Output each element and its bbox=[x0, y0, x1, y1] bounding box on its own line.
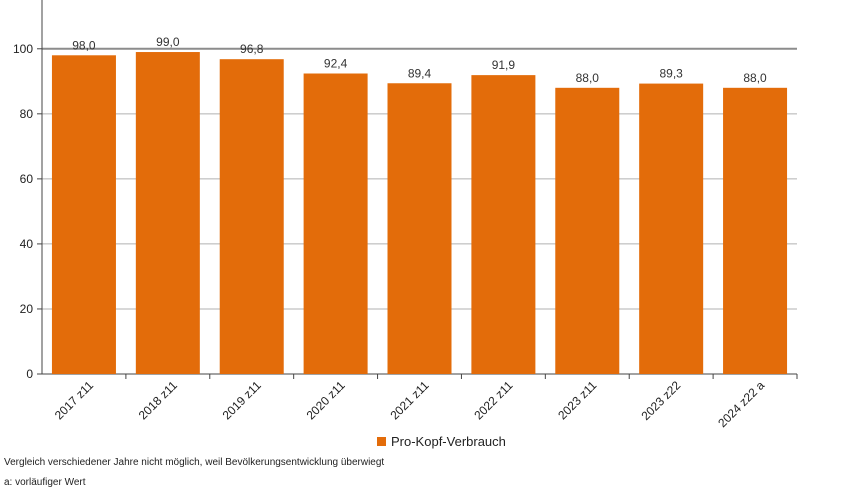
x-tick-label-5: 2022 z11 bbox=[471, 378, 515, 422]
data-label-6: 88,0 bbox=[576, 71, 600, 85]
y-tick-label-20: 20 bbox=[20, 302, 34, 316]
y-tick-labels: 0 20 40 60 80 100 bbox=[13, 42, 33, 381]
x-tick-label-3: 2020 z11 bbox=[304, 378, 348, 422]
bar-1 bbox=[135, 52, 200, 374]
data-label-5: 91,9 bbox=[492, 58, 516, 72]
y-tick-label-0: 0 bbox=[26, 367, 33, 381]
data-label-1: 99,0 bbox=[156, 35, 180, 49]
bar-6 bbox=[555, 87, 620, 375]
x-tick-label-1: 2018 z11 bbox=[136, 378, 180, 422]
data-label-3: 92,4 bbox=[324, 56, 348, 70]
y-tick-label-60: 60 bbox=[20, 172, 34, 186]
y-tick-label-40: 40 bbox=[20, 237, 34, 251]
data-label-8: 88,0 bbox=[743, 71, 767, 85]
x-tick-label-6: 2023 z11 bbox=[555, 378, 599, 422]
x-tick-labels: 2017 z11 2018 z11 2019 z11 2020 z11 2021 z11… bbox=[52, 378, 768, 430]
bar-7 bbox=[639, 83, 704, 374]
data-label-0: 98,0 bbox=[72, 38, 96, 52]
bar-2 bbox=[219, 59, 284, 374]
data-label-2: 96,8 bbox=[240, 42, 264, 56]
x-tick-label-4: 2021 z11 bbox=[387, 378, 431, 422]
data-label-4: 89,4 bbox=[408, 66, 432, 80]
data-label-7: 89,3 bbox=[659, 67, 683, 81]
x-tick-label-2: 2019 z11 bbox=[220, 378, 264, 422]
footnote-comparison: Vergleich verschiedener Jahre nicht mögl… bbox=[4, 457, 385, 468]
bar-3 bbox=[303, 73, 368, 374]
y-tick-label-100: 100 bbox=[13, 42, 33, 56]
x-tick-label-8: 2024 z22 a bbox=[715, 378, 767, 430]
bar-8 bbox=[723, 87, 788, 375]
bar-chart: 98,0 99,0 96,8 92,4 89,4 91,9 88,0 89,3 88,0 0 20… bbox=[13, 0, 798, 430]
legend: Pro-Kopf-Verbrauch bbox=[377, 434, 506, 449]
x-tick-label-7: 2023 z22 bbox=[638, 378, 683, 423]
bar-0 bbox=[51, 55, 116, 374]
y-tick-label-80: 80 bbox=[20, 107, 34, 121]
bar-4 bbox=[387, 83, 452, 375]
legend-label: Pro-Kopf-Verbrauch bbox=[391, 434, 506, 449]
footnote-provisional: a: vorläufiger Wert bbox=[4, 477, 86, 488]
legend-swatch bbox=[377, 437, 386, 446]
x-tick-label-0: 2017 z11 bbox=[52, 378, 96, 422]
bar-5 bbox=[471, 75, 536, 374]
data-labels: 98,0 99,0 96,8 92,4 89,4 91,9 88,0 89,3 88,0 bbox=[72, 35, 767, 85]
bars bbox=[51, 52, 788, 375]
